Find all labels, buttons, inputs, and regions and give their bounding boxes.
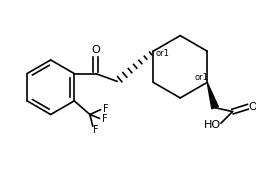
Polygon shape bbox=[207, 82, 218, 109]
Text: F: F bbox=[93, 125, 99, 135]
Text: O: O bbox=[91, 45, 100, 55]
Text: F: F bbox=[103, 104, 108, 114]
Text: O: O bbox=[249, 102, 256, 112]
Text: or1: or1 bbox=[195, 73, 208, 82]
Text: HO: HO bbox=[204, 120, 221, 130]
Text: or1: or1 bbox=[155, 49, 169, 58]
Text: F: F bbox=[102, 114, 107, 124]
